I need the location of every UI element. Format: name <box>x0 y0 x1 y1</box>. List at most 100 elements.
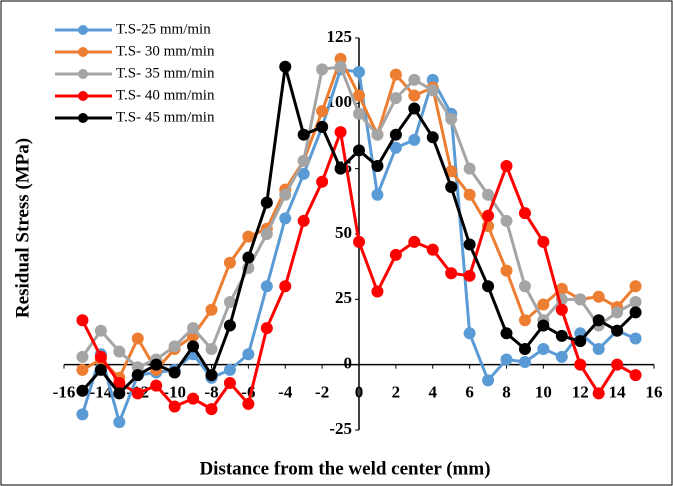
data-point <box>223 295 236 308</box>
data-point <box>297 154 310 167</box>
data-point <box>611 358 624 371</box>
data-point <box>482 280 495 293</box>
data-point <box>334 60 347 73</box>
x-tick-label: 8 <box>502 383 511 402</box>
legend-marker <box>78 113 88 123</box>
y-tick-label: 50 <box>335 223 352 242</box>
data-point <box>463 238 476 251</box>
data-point <box>297 214 310 227</box>
data-point <box>518 314 531 327</box>
data-point <box>500 353 513 366</box>
data-point <box>463 162 476 175</box>
y-tick-label: 125 <box>327 27 353 46</box>
data-point <box>389 68 402 81</box>
y-axis-title: Residual Stress (MPa) <box>12 138 33 318</box>
data-point <box>279 188 292 201</box>
data-point <box>150 358 163 371</box>
x-tick-label: -2 <box>315 383 329 402</box>
data-point <box>371 285 384 298</box>
data-point <box>574 293 587 306</box>
data-point <box>426 131 439 144</box>
data-point <box>223 376 236 389</box>
data-point <box>371 188 384 201</box>
data-point <box>592 290 605 303</box>
data-point <box>537 235 550 248</box>
data-point <box>113 345 126 358</box>
data-point <box>113 376 126 389</box>
data-point <box>445 165 458 178</box>
data-point <box>555 303 568 316</box>
data-point <box>482 209 495 222</box>
x-tick-label: 2 <box>392 383 401 402</box>
data-point <box>537 298 550 311</box>
data-point <box>500 160 513 173</box>
data-point <box>205 303 218 316</box>
legend-marker <box>78 47 88 57</box>
data-point <box>463 188 476 201</box>
data-point <box>592 342 605 355</box>
data-point <box>260 196 273 209</box>
data-point <box>279 60 292 73</box>
data-point <box>168 400 181 413</box>
data-point <box>445 267 458 280</box>
data-point <box>76 384 89 397</box>
data-point <box>316 63 329 76</box>
data-point <box>242 230 255 243</box>
data-point <box>389 128 402 141</box>
data-point <box>279 280 292 293</box>
x-tick-label: 12 <box>572 383 589 402</box>
data-point <box>76 314 89 327</box>
data-point <box>500 264 513 277</box>
x-tick-label: -8 <box>204 383 218 402</box>
data-point <box>205 403 218 416</box>
data-point <box>518 280 531 293</box>
data-point <box>353 107 365 120</box>
data-point <box>187 322 200 335</box>
data-point <box>334 162 347 175</box>
legend-marker <box>78 91 88 101</box>
data-point <box>260 322 273 335</box>
data-point <box>537 319 550 332</box>
x-tick-label: -16 <box>53 383 76 402</box>
data-point <box>353 235 365 248</box>
data-point <box>223 363 236 376</box>
data-point <box>316 120 329 133</box>
data-point <box>518 356 531 369</box>
data-point <box>76 363 89 376</box>
data-point <box>463 269 476 282</box>
data-point <box>389 248 402 261</box>
data-point <box>76 408 89 421</box>
legend-label: T.S- 30 mm/min <box>116 43 215 59</box>
data-point <box>629 306 642 319</box>
data-point <box>94 324 107 337</box>
x-tick-label: 10 <box>535 383 552 402</box>
data-point <box>408 89 421 102</box>
data-point <box>187 392 200 405</box>
data-point <box>629 280 642 293</box>
x-tick-label: 14 <box>609 383 627 402</box>
data-point <box>260 228 273 240</box>
data-point <box>629 332 642 345</box>
x-tick-label: 16 <box>646 383 663 402</box>
data-point <box>445 113 458 126</box>
x-tick-label: -4 <box>278 383 293 402</box>
data-point <box>113 416 126 429</box>
data-point <box>463 327 476 340</box>
legend-label: T.S- 45 mm/min <box>116 109 215 125</box>
legend-marker <box>78 25 88 35</box>
y-tick-label: 25 <box>335 288 352 307</box>
data-point <box>629 369 642 382</box>
data-point <box>334 126 347 139</box>
x-tick-label: 4 <box>429 383 438 402</box>
data-point <box>131 387 144 400</box>
data-point <box>316 175 329 188</box>
data-point <box>426 243 439 256</box>
data-point <box>389 141 402 154</box>
y-tick-label: 0 <box>344 354 353 373</box>
data-point <box>371 160 384 173</box>
data-point <box>574 358 587 371</box>
data-point <box>408 102 421 115</box>
data-point <box>353 144 365 157</box>
data-point <box>555 282 568 295</box>
